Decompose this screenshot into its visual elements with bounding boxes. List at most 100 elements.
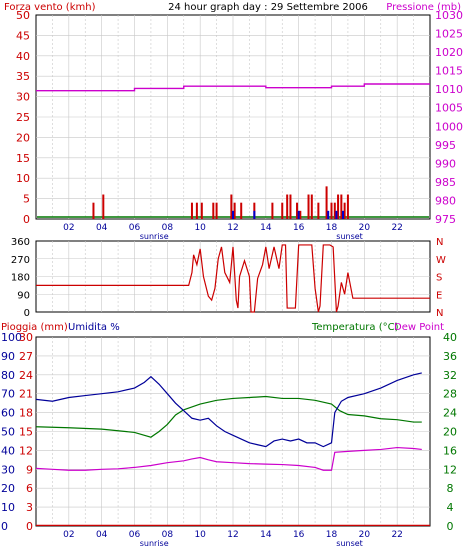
sunset-label: sunset [336, 539, 363, 548]
rain-tick-label: 3 [26, 501, 33, 514]
temperature-tick-label: 0 [447, 520, 454, 533]
wind-bar [190, 202, 193, 219]
rain-tick-label: 15 [19, 426, 33, 439]
wind-direction-line [36, 244, 430, 313]
direction-tick-label: 180 [11, 273, 30, 284]
hour-tick-label: 18 [326, 530, 338, 540]
temperature-axis-title: Temperatura (°C) [311, 322, 399, 333]
temperature-tick-label: 8 [447, 482, 454, 495]
humidity-tick-label: 70 [1, 388, 15, 401]
direction-tick-label: 270 [11, 255, 30, 266]
dewpoint-axis-title: Dew Point [394, 322, 444, 333]
pressure-tick-label: 1025 [435, 28, 463, 41]
pressure-tick-label: 1020 [435, 46, 463, 59]
wind-tick-label: 25 [16, 111, 30, 124]
gust-bar [327, 210, 330, 219]
wind-bar [296, 202, 299, 219]
hour-tick-label: 22 [391, 530, 402, 540]
wind-bar [200, 202, 203, 219]
pressure-tick-label: 1005 [435, 102, 463, 115]
humidity-line [35, 372, 422, 448]
wind-tick-label: 0 [23, 213, 30, 226]
wind-bar [325, 186, 328, 219]
wind-bar [271, 202, 274, 219]
hour-tick-label: 10 [194, 223, 206, 233]
wind-bar [281, 202, 284, 219]
hour-tick-label: 04 [96, 530, 108, 540]
wind-bar [337, 194, 340, 219]
humidity-tick-label: 40 [1, 444, 15, 457]
humidity-tick-label: 60 [1, 407, 15, 420]
wind-tick-label: 35 [16, 70, 30, 83]
hour-tick-label: 04 [96, 223, 108, 233]
wind-bar [212, 202, 215, 219]
humidity-tick-label: 90 [1, 350, 15, 363]
pressure-tick-label: 1010 [435, 83, 463, 96]
compass-label: N [436, 237, 443, 248]
direction-tick-label: 360 [11, 237, 30, 248]
hour-tick-label: 16 [293, 223, 305, 233]
direction-tick-label: 0 [24, 308, 30, 319]
humidity-tick-label: 100 [1, 331, 22, 344]
compass-label: E [436, 290, 442, 301]
wind-bar [230, 194, 233, 219]
pressure-axis-title: Pressione (mb) [386, 2, 461, 13]
wind-bar [346, 194, 349, 219]
rain-tick-label: 0 [26, 520, 33, 533]
wind-bar [102, 194, 105, 219]
sunrise-label: sunrise [140, 232, 169, 241]
wind-bar [307, 194, 310, 219]
pressure-tick-label: 980 [435, 194, 456, 207]
rain-tick-label: 21 [19, 388, 33, 401]
temperature-tick-label: 16 [443, 444, 457, 457]
wind-bar [299, 210, 302, 219]
humidity-tick-label: 30 [1, 463, 15, 476]
pressure-tick-label: 985 [435, 176, 456, 189]
wind-tick-label: 45 [16, 29, 30, 42]
wind-tick-label: 40 [16, 50, 30, 63]
dewpoint-line [35, 446, 422, 471]
wind-tick-label: 30 [16, 91, 30, 104]
compass-label: S [436, 273, 442, 284]
wind-bar [330, 202, 333, 219]
gust-bar [297, 210, 300, 219]
hour-tick-label: 12 [227, 530, 238, 540]
rain-tick-label: 6 [26, 482, 33, 495]
pressure-tick-label: 1015 [435, 65, 463, 78]
chart-title: 24 hour graph day : 29 Settembre 2006 [168, 2, 368, 13]
hour-tick-label: 14 [260, 530, 272, 540]
rain-tick-label: 18 [19, 407, 33, 420]
hour-tick-label: 22 [391, 223, 402, 233]
wind-bar [333, 202, 336, 219]
temperature-tick-label: 20 [443, 426, 457, 439]
hour-tick-label: 02 [63, 530, 74, 540]
rain-tick-label: 12 [19, 444, 33, 457]
hour-tick-label: 18 [326, 223, 338, 233]
wind-bar [310, 194, 313, 219]
hour-tick-label: 16 [293, 530, 305, 540]
humidity-tick-label: 50 [1, 426, 15, 439]
pressure-tick-label: 990 [435, 157, 456, 170]
rain-humidity-temperature-panel: 0102030405060708090100036912151821242730… [1, 331, 457, 548]
temperature-tick-label: 12 [443, 463, 457, 476]
wind-bar [289, 194, 292, 219]
hour-tick-label: 06 [129, 530, 141, 540]
gust-bar [232, 210, 234, 219]
temperature-tick-label: 24 [443, 407, 457, 420]
pressure-line [36, 83, 430, 92]
humidity-tick-label: 20 [1, 482, 15, 495]
compass-label: N [436, 308, 443, 319]
wind-bar [215, 202, 218, 219]
pressure-tick-label: 975 [435, 213, 456, 226]
wind-tick-label: 15 [16, 152, 30, 165]
hour-tick-label: 12 [227, 223, 238, 233]
rain-tick-label: 9 [26, 463, 33, 476]
wind-pressure-panel: 0510152025303540455097598098599099510001… [16, 9, 463, 241]
wind-bar [240, 202, 243, 219]
rain-tick-label: 30 [19, 331, 33, 344]
pressure-tick-label: 1030 [435, 9, 463, 22]
pressure-tick-label: 1000 [435, 120, 463, 133]
hour-tick-label: 08 [162, 530, 174, 540]
